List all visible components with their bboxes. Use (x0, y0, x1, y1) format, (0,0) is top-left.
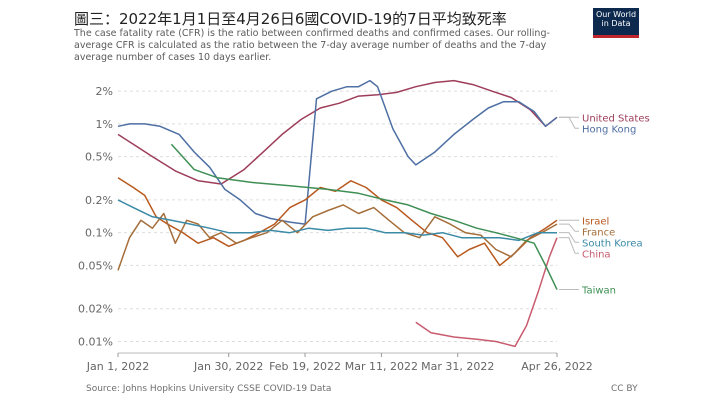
chart-title: 圖三：2022年1月1日至4月26日6國COVID-19的7日平均致死率 (74, 10, 507, 28)
series-line-hong-kong (117, 79, 558, 225)
series-line-israel (117, 177, 558, 267)
x-tick-labels: Jan 1, 2022 Jan 30, 2022 Feb 19, 2022 Mar 1… (86, 360, 593, 373)
chart-subtitle: The case fatality rate (CFR) is the rati… (74, 28, 550, 63)
label-connector (559, 232, 579, 243)
y-tick-label: 0.2% (85, 194, 113, 207)
gridlines (117, 90, 558, 357)
series-label-taiwan: Taiwan (581, 286, 616, 297)
series-line-taiwan (170, 143, 558, 290)
x-tick-label: Feb 19, 2022 (269, 360, 341, 373)
license-label[interactable]: CC BY (611, 384, 638, 394)
x-tick-label: Jan 30, 2022 (193, 360, 263, 373)
x-tick-label: Mar 31, 2022 (421, 360, 494, 373)
logo-line2: in Data (601, 19, 631, 28)
owid-logo[interactable]: Our World in Data (593, 8, 639, 38)
series-label-united-states: United States (582, 113, 650, 124)
y-tick-label: 2% (96, 85, 113, 98)
series-line-france (117, 204, 558, 271)
label-connector (559, 116, 579, 129)
y-tick-label: 0.1% (85, 227, 113, 240)
y-tick-label: 0.05% (78, 259, 113, 272)
series-line-china (415, 237, 558, 348)
series-line-united-states (117, 79, 558, 185)
y-tick-label: 0.02% (78, 303, 113, 316)
series-label-france: France (582, 227, 615, 238)
x-tick-label: Jan 1, 2022 (86, 360, 149, 373)
y-tick-label: 0.5% (85, 151, 113, 164)
series-label-south-korea: South Korea (582, 238, 643, 249)
source-note[interactable]: Source: Johns Hopkins University CSSE CO… (86, 384, 332, 394)
series-label-israel: Israel (582, 216, 609, 227)
x-tick-label: Apr 26, 2022 (521, 360, 593, 373)
y-tick-label: 1% (96, 118, 113, 131)
y-tick-label: 0.01% (78, 335, 113, 348)
label-connector (559, 223, 579, 232)
series-label-hong-kong: Hong Kong (582, 124, 636, 135)
series-line-south-korea (117, 199, 557, 242)
x-tick-label: Mar 11, 2022 (345, 360, 418, 373)
logo-line1: Our World (595, 10, 637, 19)
series-lines (117, 79, 558, 348)
y-tick-labels: 0.01% 0.02% 0.05% 0.1% 0.2% 0.5% 1% 2% (78, 85, 113, 348)
label-connector (559, 237, 579, 254)
logo-accent-bar (593, 35, 639, 38)
series-label-china: China (582, 249, 611, 260)
